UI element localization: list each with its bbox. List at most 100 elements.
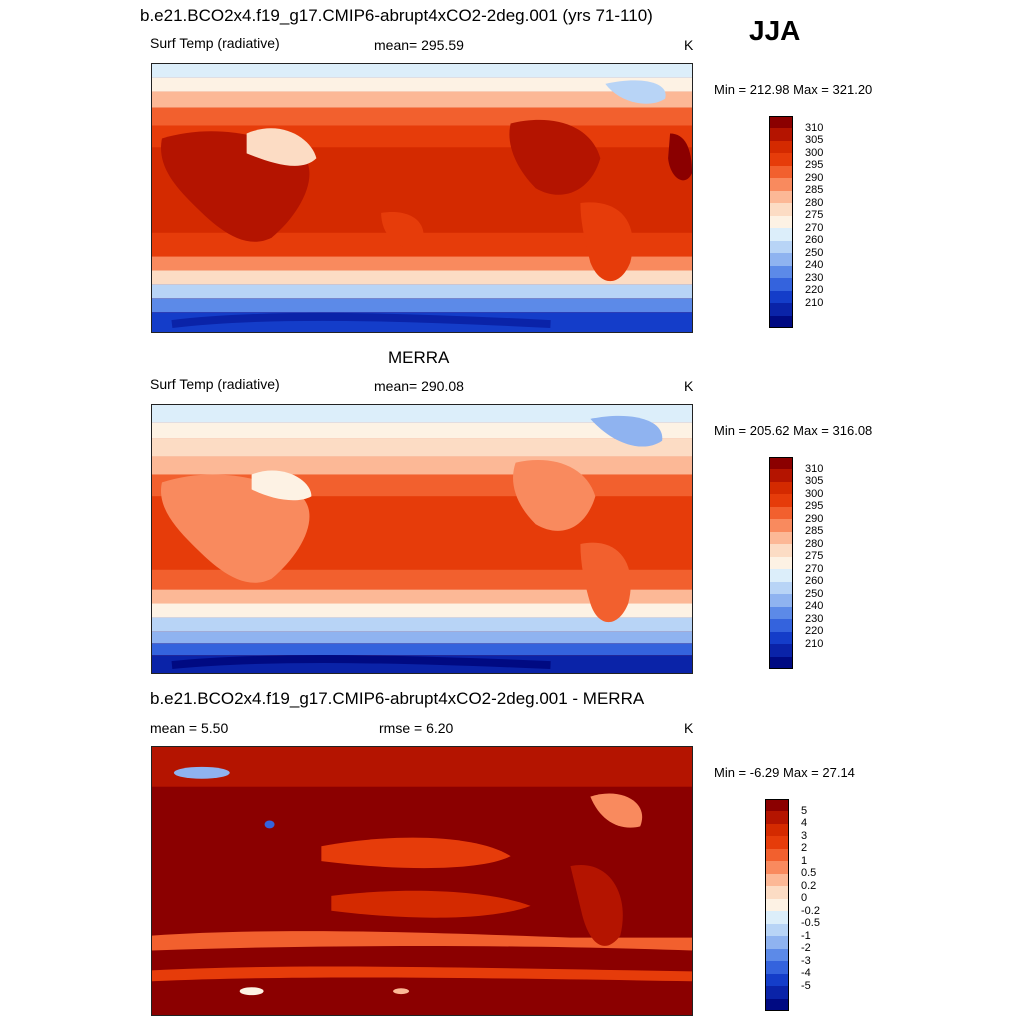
colorbar-swatch: [765, 848, 789, 862]
colorbar-swatch: [769, 531, 793, 545]
colorbar-tick-label: 300: [805, 146, 824, 159]
panel-2-title: MERRA: [388, 348, 450, 367]
colorbar-tick-label: 250: [805, 246, 824, 259]
colorbar-tick-label: 0.5: [801, 867, 817, 880]
colorbar-swatch: [769, 631, 793, 645]
colorbar-tick-label: 285: [805, 525, 824, 538]
colorbar-swatch: [765, 986, 789, 1000]
colorbar-tick-label: 270: [805, 221, 824, 234]
panel-3-map: [151, 746, 693, 1016]
season-label: JJA: [749, 15, 801, 46]
panel-2-units: K: [684, 378, 694, 394]
colorbar-swatch: [765, 973, 789, 987]
colorbar-swatch: [769, 315, 793, 329]
panel-1-title: b.e21.BCO2x4.f19_g17.CMIP6-abrupt4xCO2-2…: [140, 6, 653, 25]
colorbar-swatch: [769, 644, 793, 658]
colorbar-swatch: [769, 190, 793, 204]
panel-2-map-field: [152, 405, 692, 673]
colorbar-swatch: [769, 457, 793, 470]
colorbar-swatch: [769, 215, 793, 229]
colorbar-tick-label: 250: [805, 587, 824, 600]
colorbar-tick-label: 3: [801, 829, 808, 842]
colorbar-swatch: [769, 165, 793, 179]
colorbar-swatch: [769, 203, 793, 217]
colorbar-tick-label: -3: [801, 954, 811, 967]
colorbar-swatch: [765, 898, 789, 912]
colorbar-swatch: [765, 823, 789, 837]
colorbar-tick-label: 280: [805, 196, 824, 209]
colorbar-tick-label: 1: [801, 854, 808, 867]
panel-1-map: [151, 63, 693, 333]
panel-2-mean-label: mean= 290.08: [374, 378, 464, 394]
colorbar-tick-label: -5: [801, 979, 811, 992]
colorbar-swatch: [765, 873, 789, 887]
colorbar-tick-label: 295: [805, 159, 824, 172]
colorbar-tick-label: 0: [801, 892, 808, 905]
colorbar-tick-label: 275: [805, 550, 824, 563]
colorbar-swatch: [769, 544, 793, 558]
colorbar-swatch: [765, 961, 789, 975]
colorbar-swatch: [769, 253, 793, 267]
colorbar-tick-label: 300: [805, 487, 824, 500]
colorbar-tick-label: 290: [805, 512, 824, 525]
colorbar-swatch: [769, 594, 793, 608]
colorbar-tick-label: -4: [801, 967, 811, 980]
panel-1-minmax: Min = 212.98 Max = 321.20: [714, 82, 873, 97]
panel-2-map: [151, 404, 693, 674]
colorbar-tick-label: 260: [805, 575, 824, 588]
colorbar-swatch: [765, 923, 789, 937]
colorbar-swatch: [769, 153, 793, 167]
colorbar-tick-label: 280: [805, 537, 824, 550]
panel-3-minmax: Min = -6.29 Max = 27.14: [714, 765, 855, 780]
colorbar-tick-label: 260: [805, 234, 824, 247]
colorbar-swatch: [769, 506, 793, 520]
colorbar-tick-label: -1: [801, 929, 811, 942]
colorbar-tick-label: 220: [805, 284, 824, 297]
colorbar-swatch: [765, 948, 789, 962]
colorbar-tick-label: -2: [801, 942, 811, 955]
colorbar-tick-label: 240: [805, 259, 824, 272]
colorbar-swatch: [769, 556, 793, 570]
panel-3-map-field: [152, 747, 692, 1015]
colorbar-swatch: [769, 619, 793, 633]
colorbar-swatch: [765, 886, 789, 900]
colorbar-tick-label: 270: [805, 562, 824, 575]
colorbar-tick-label: 230: [805, 612, 824, 625]
colorbar-swatch: [769, 140, 793, 154]
colorbar-tick-label: 210: [805, 296, 824, 309]
colorbar-tick-label: 305: [805, 475, 824, 488]
colorbar-swatch: [769, 240, 793, 254]
panel-1-units: K: [684, 37, 694, 53]
colorbar-tick-label: 290: [805, 171, 824, 184]
panel-2-variable-label: Surf Temp (radiative): [150, 376, 280, 392]
panel-1-mean-label: mean= 295.59: [374, 37, 464, 53]
colorbar-tick-label: 240: [805, 600, 824, 613]
colorbar-tick-label: 285: [805, 184, 824, 197]
colorbar-tick-label: 310: [805, 121, 824, 134]
colorbar-swatch: [769, 656, 793, 670]
colorbar-swatch: [769, 303, 793, 317]
panel-2-minmax: Min = 205.62 Max = 316.08: [714, 423, 873, 438]
colorbar-tick-label: 4: [801, 817, 808, 830]
colorbar-tick-label: 220: [805, 625, 824, 638]
colorbar-tick-label: 275: [805, 209, 824, 222]
colorbar-swatch: [769, 228, 793, 242]
colorbar-swatch: [765, 799, 789, 812]
colorbar-swatch: [769, 481, 793, 495]
colorbar-tick-label: 210: [805, 637, 824, 650]
colorbar-tick-label: 2: [801, 842, 808, 855]
colorbar-tick-label: -0.2: [801, 904, 820, 917]
colorbar-swatch: [765, 998, 789, 1012]
colorbar-tick-label: 5: [801, 804, 808, 817]
panel-1-variable-label: Surf Temp (radiative): [150, 35, 280, 51]
colorbar-swatch: [769, 519, 793, 533]
colorbar-swatch: [765, 861, 789, 875]
colorbar-swatch: [769, 278, 793, 292]
colorbar-tick-label: 305: [805, 134, 824, 147]
colorbar-tick-label: 295: [805, 500, 824, 513]
colorbar-swatch: [769, 469, 793, 483]
colorbar-tick-label: 0.2: [801, 879, 817, 892]
colorbar-tick-label: 310: [805, 462, 824, 475]
panel-3-units: K: [684, 720, 694, 736]
colorbar-swatch: [765, 836, 789, 850]
